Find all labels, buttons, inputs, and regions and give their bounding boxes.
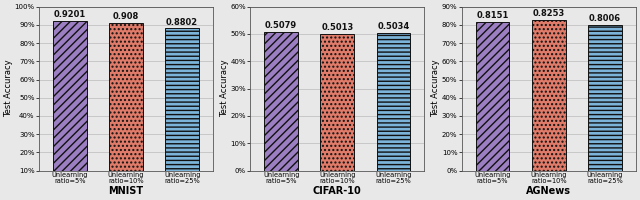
- Bar: [53, 21, 86, 171]
- Text: 0.8802: 0.8802: [166, 18, 198, 27]
- Text: 0.908: 0.908: [113, 12, 139, 21]
- Y-axis label: Test Accuracy: Test Accuracy: [220, 60, 229, 117]
- X-axis label: CIFAR-10: CIFAR-10: [313, 186, 362, 196]
- Text: 0.5034: 0.5034: [378, 22, 410, 31]
- Y-axis label: Test Accuracy: Test Accuracy: [431, 60, 440, 117]
- Text: 0.5013: 0.5013: [321, 23, 353, 32]
- Bar: [321, 34, 354, 171]
- Bar: [264, 32, 298, 171]
- Y-axis label: Test Accuracy: Test Accuracy: [4, 60, 13, 117]
- Bar: [377, 33, 410, 171]
- X-axis label: AGNews: AGNews: [526, 186, 572, 196]
- Bar: [476, 22, 509, 171]
- Text: 0.8253: 0.8253: [532, 9, 565, 18]
- Text: 0.8006: 0.8006: [589, 14, 621, 23]
- Bar: [532, 20, 566, 171]
- Text: 0.5079: 0.5079: [265, 21, 297, 30]
- Bar: [588, 25, 622, 171]
- X-axis label: MNIST: MNIST: [108, 186, 143, 196]
- Bar: [109, 23, 143, 171]
- Text: 0.8151: 0.8151: [476, 11, 509, 20]
- Bar: [165, 28, 199, 171]
- Text: 0.9201: 0.9201: [54, 10, 86, 19]
